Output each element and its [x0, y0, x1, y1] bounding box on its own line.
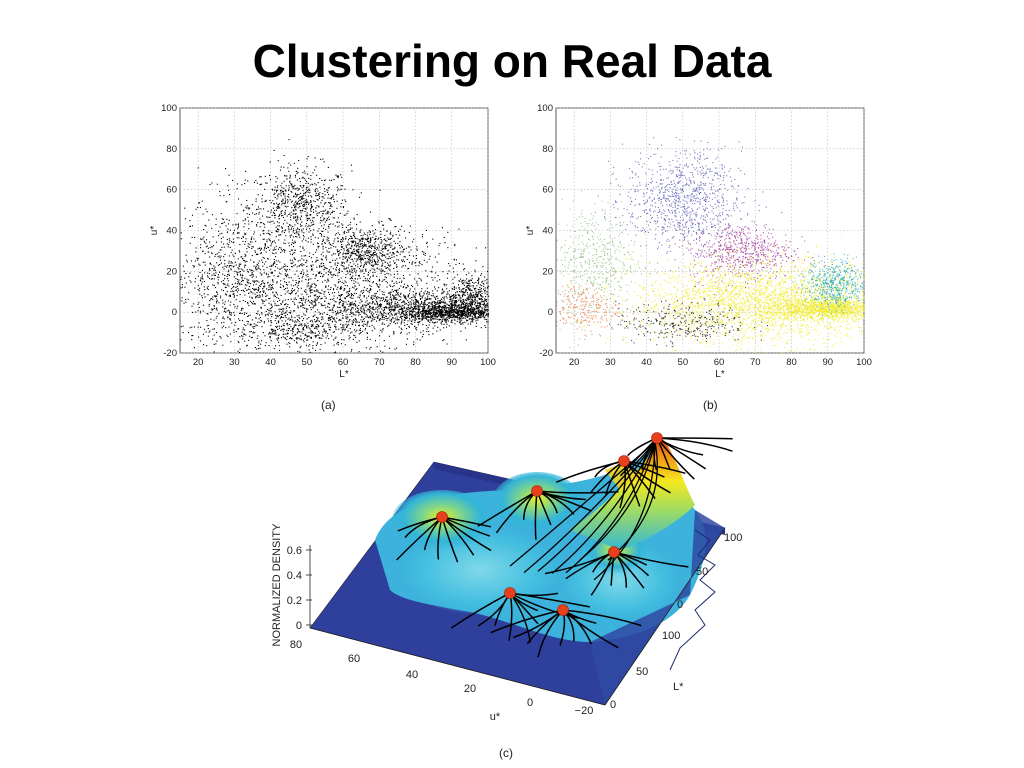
- c-z-axis-label: NORMALIZED DENSITY: [271, 523, 283, 647]
- caption-a: (a): [321, 398, 336, 412]
- c-ascent-path: [537, 441, 656, 572]
- b-y-tick-label: -20: [539, 348, 553, 359]
- b-cluster-2: [655, 200, 826, 295]
- scatter-plot-b: 20 30 40 50 60 70 80 90 100 -20 0 20 40 60 80 100 L* u*: [524, 100, 874, 380]
- c-z-tick-label: 0: [296, 620, 302, 632]
- c-ascent-path: [593, 441, 656, 581]
- c-mode-marker: [504, 587, 516, 599]
- b-cluster-7: [609, 285, 768, 348]
- c-ascent-path: [607, 441, 658, 561]
- c-mode-marker: [651, 432, 663, 444]
- c-mode-marker: [557, 604, 569, 616]
- c-l-tick-label: 50: [636, 666, 648, 678]
- b-cluster-1: [597, 136, 772, 269]
- a-x-tick-label: 20: [193, 357, 204, 368]
- a-scatter-points: [180, 139, 490, 354]
- c-u-tick-label: −20: [575, 705, 594, 717]
- c-u-tick-label: 0: [527, 697, 533, 709]
- b-y-tick-label: 20: [542, 266, 553, 277]
- c-u-tick-label: 80: [290, 639, 302, 651]
- a-x-tick-label: 30: [229, 357, 240, 368]
- b-x-tick-label: 100: [856, 357, 872, 368]
- a-y-tick-label: 60: [166, 185, 177, 196]
- a-x-tick-label: 80: [410, 357, 421, 368]
- a-x-tick-label: 40: [265, 357, 276, 368]
- scatter-plot-a: 20 30 40 50 60 70 80 90 100 -20 0 20 40 60 80 100 L* u*: [148, 100, 498, 380]
- b-x-tick-label: 60: [714, 357, 725, 368]
- c-u-tick-label: 60: [348, 653, 360, 665]
- c-z-tick-label: 0.4: [287, 570, 302, 582]
- b-scatter-points: [556, 136, 865, 354]
- c-mode-marker: [436, 511, 448, 523]
- a-y-axis-label: u*: [149, 226, 160, 236]
- b-cluster-4: [792, 253, 865, 316]
- b-x-tick-label: 30: [605, 357, 616, 368]
- c-l-tick-label: 0: [610, 699, 616, 711]
- b-x-tick-label: 40: [641, 357, 652, 368]
- c-l-axis-label: L*: [673, 681, 684, 693]
- c-ascent-path: [579, 441, 656, 561]
- c-z-tick-label: 0.2: [287, 595, 302, 607]
- b-x-tick-label: 50: [678, 357, 689, 368]
- c-side-wall: [590, 510, 725, 705]
- c-side-profile: [669, 529, 716, 671]
- a-y-tick-label: 20: [166, 266, 177, 277]
- c-u-axis: [309, 627, 606, 706]
- a-x-tick-label: 50: [302, 357, 313, 368]
- c-ascent-path: [613, 551, 689, 568]
- b-x-tick-label: 20: [569, 357, 580, 368]
- b-x-tick-label: 90: [822, 357, 833, 368]
- b-cluster-5: [556, 190, 656, 349]
- a-x-tick-label: 70: [374, 357, 385, 368]
- b-y-axis-label: u*: [525, 226, 536, 236]
- a-x-tick-label: 100: [480, 357, 496, 368]
- slide-title: Clustering on Real Data: [252, 35, 772, 87]
- b-y-tick-label: 0: [548, 307, 553, 318]
- b-x-tick-label: 80: [786, 357, 797, 368]
- c-ascent-path: [656, 437, 733, 440]
- c-mode-marker: [618, 455, 630, 467]
- c-ascent-path: [450, 592, 511, 629]
- a-y-tick-label: 100: [161, 103, 177, 114]
- b-y-tick-label: 40: [542, 226, 553, 237]
- caption-c: (c): [499, 746, 513, 760]
- a-x-tick-label: 60: [338, 357, 349, 368]
- c-ascent-path: [551, 441, 656, 574]
- c-ascent-path: [490, 609, 564, 634]
- c-u-tick-label: 20: [464, 683, 476, 695]
- c-mode-markers: [436, 432, 663, 616]
- a-y-tick-label: 0: [172, 307, 177, 318]
- c-ascent-path: [562, 609, 619, 649]
- a-y-tick-label: -20: [163, 348, 177, 359]
- c-l-tick-label: 100: [662, 630, 680, 642]
- a-y-tick-label: 80: [166, 144, 177, 155]
- density-surface-plot-c: 0 0.2 0.4 0.6 NORMALIZED DENSITY 80 60 40 20 0 −20…: [150, 380, 870, 720]
- c-right-tick-label: 50: [696, 566, 708, 578]
- c-l-axis: [604, 527, 726, 706]
- c-ascent-path: [562, 609, 642, 627]
- c-u-tick-label: 40: [406, 669, 418, 681]
- b-y-tick-label: 80: [542, 144, 553, 155]
- a-y-tick-label: 40: [166, 226, 177, 237]
- a-x-axis-label: L*: [339, 369, 349, 380]
- c-ascent-path: [523, 441, 656, 574]
- caption-b: (b): [703, 398, 718, 412]
- b-x-axis-label: L*: [715, 369, 725, 380]
- c-z-tick-label: 0.6: [287, 545, 302, 557]
- b-x-tick-label: 70: [750, 357, 761, 368]
- c-ascent-path: [565, 441, 656, 574]
- c-mode-marker: [531, 485, 543, 497]
- c-u-axis-label: u*: [490, 711, 501, 720]
- c-ascent-path: [509, 441, 656, 567]
- c-mode-marker: [608, 546, 620, 558]
- c-right-tick-label: 100: [724, 532, 742, 544]
- c-right-tick-label: 0: [677, 599, 683, 611]
- a-x-tick-label: 90: [446, 357, 457, 368]
- b-y-tick-label: 100: [537, 103, 553, 114]
- b-cluster-6: [556, 274, 643, 346]
- c-ascent-path: [477, 490, 538, 527]
- c-hill-middle: [492, 472, 582, 532]
- b-y-tick-label: 60: [542, 185, 553, 196]
